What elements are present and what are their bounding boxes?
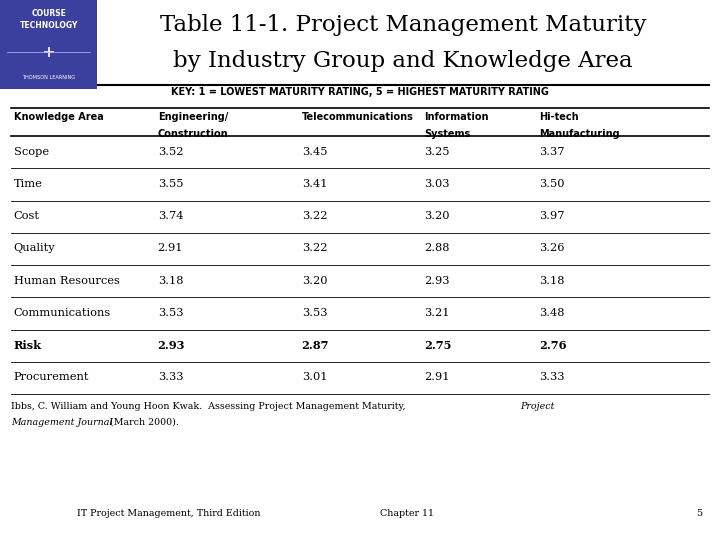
Text: THOMSON LEARNING: THOMSON LEARNING (22, 75, 75, 80)
Text: Human Resources: Human Resources (14, 275, 120, 286)
Text: 3.50: 3.50 (539, 179, 564, 189)
Text: 3.26: 3.26 (539, 244, 564, 253)
Text: Time: Time (14, 179, 42, 189)
Text: 3.20: 3.20 (424, 211, 449, 221)
Text: 2.91: 2.91 (424, 373, 449, 382)
Text: Manufacturing: Manufacturing (539, 129, 620, 139)
Text: Knowledge Area: Knowledge Area (14, 112, 104, 122)
Text: Management Journal: Management Journal (11, 418, 112, 427)
FancyBboxPatch shape (0, 0, 97, 89)
Text: Quality: Quality (14, 244, 55, 253)
Text: 3.48: 3.48 (539, 308, 564, 318)
Text: 3.45: 3.45 (302, 146, 327, 157)
Text: Risk: Risk (14, 340, 42, 350)
Text: 3.21: 3.21 (424, 308, 449, 318)
Text: 3.33: 3.33 (158, 373, 183, 382)
Text: 3.22: 3.22 (302, 211, 327, 221)
Text: 2.76: 2.76 (539, 340, 567, 350)
Text: Information: Information (424, 112, 489, 122)
Text: 2.88: 2.88 (424, 244, 449, 253)
Text: Communications: Communications (14, 308, 111, 318)
Text: 3.03: 3.03 (424, 179, 449, 189)
Text: Cost: Cost (14, 211, 40, 221)
Text: 2.91: 2.91 (158, 244, 183, 253)
Text: 3.18: 3.18 (539, 275, 564, 286)
Text: Project: Project (520, 402, 554, 411)
Text: 3.18: 3.18 (158, 275, 183, 286)
Text: Ibbs, C. William and Young Hoon Kwak.  Assessing Project Management Maturity,: Ibbs, C. William and Young Hoon Kwak. As… (11, 402, 411, 411)
Text: Scope: Scope (14, 146, 49, 157)
Text: 3.97: 3.97 (539, 211, 564, 221)
Text: 3.53: 3.53 (158, 308, 183, 318)
Text: 3.22: 3.22 (302, 244, 327, 253)
Text: Hi-tech: Hi-tech (539, 112, 579, 122)
Text: Systems: Systems (424, 129, 470, 139)
Text: 2.87: 2.87 (302, 340, 329, 350)
Text: Telecommunications: Telecommunications (302, 112, 413, 122)
Text: 3.53: 3.53 (302, 308, 327, 318)
Text: KEY: 1 = LOWEST MATURITY RATING, 5 = HIGHEST MATURITY RATING: KEY: 1 = LOWEST MATURITY RATING, 5 = HIG… (171, 87, 549, 98)
Text: Chapter 11: Chapter 11 (380, 509, 433, 518)
Text: 3.37: 3.37 (539, 146, 564, 157)
Text: 3.33: 3.33 (539, 373, 564, 382)
Text: 3.01: 3.01 (302, 373, 327, 382)
Text: 2.93: 2.93 (158, 340, 185, 350)
Text: Engineering/: Engineering/ (158, 112, 228, 122)
Text: by Industry Group and Knowledge Area: by Industry Group and Knowledge Area (174, 50, 633, 72)
Text: Table 11-1. Project Management Maturity: Table 11-1. Project Management Maturity (160, 14, 647, 36)
Text: 3.55: 3.55 (158, 179, 183, 189)
Text: COURSE
TECHNOLOGY: COURSE TECHNOLOGY (19, 9, 78, 30)
Text: (March 2000).: (March 2000). (107, 418, 179, 427)
Text: 2.93: 2.93 (424, 275, 449, 286)
Text: Construction: Construction (158, 129, 228, 139)
Text: IT Project Management, Third Edition: IT Project Management, Third Edition (78, 509, 261, 518)
Text: 3.74: 3.74 (158, 211, 183, 221)
Text: 3.20: 3.20 (302, 275, 327, 286)
Text: 2.75: 2.75 (424, 340, 451, 350)
Text: Procurement: Procurement (14, 373, 89, 382)
Text: 5: 5 (696, 509, 702, 518)
Text: 3.41: 3.41 (302, 179, 327, 189)
Text: 3.25: 3.25 (424, 146, 449, 157)
Text: 3.52: 3.52 (158, 146, 183, 157)
